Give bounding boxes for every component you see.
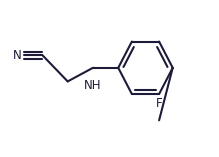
Text: N: N [13, 49, 22, 62]
Text: F: F [156, 97, 162, 110]
Text: NH: NH [84, 79, 102, 92]
